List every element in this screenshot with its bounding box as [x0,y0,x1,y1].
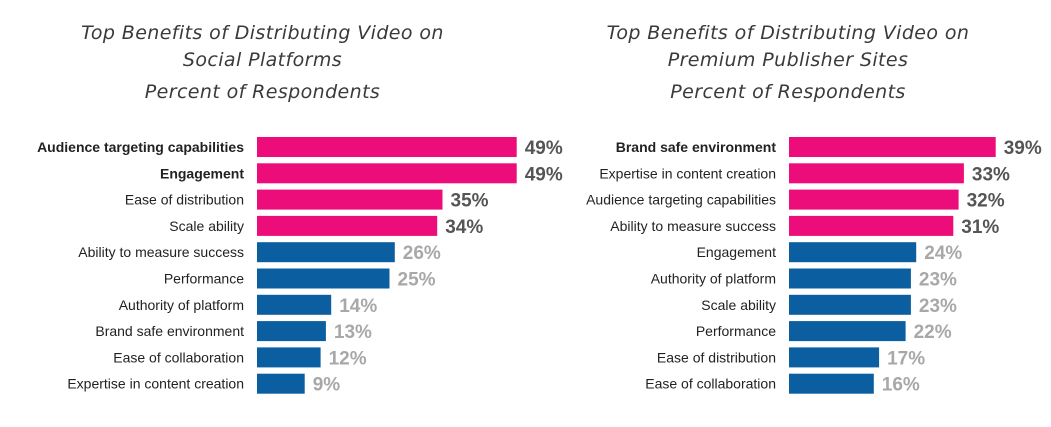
value-label: 39% [1004,138,1042,159]
value-label: 22% [914,322,952,343]
category-label: Performance [696,323,776,339]
category-label: Ease of collaboration [645,376,776,392]
value-label: 49% [525,164,563,185]
value-label: 9% [313,375,341,396]
value-label: 23% [919,296,957,317]
chart-title-line-1: Top Benefits of Distributing Video on [81,22,444,44]
bar [257,215,438,236]
category-label: Brand safe environment [616,139,777,155]
category-label: Scale ability [169,218,244,234]
value-label: 16% [882,375,920,396]
category-label: Engagement [160,165,244,181]
bar [789,268,911,289]
value-label: 17% [887,348,925,369]
value-label: 26% [403,243,441,264]
bar [257,189,443,210]
category-label: Engagement [697,244,777,260]
bar [257,163,517,184]
bar [789,294,911,315]
bar [789,347,880,368]
bar [789,137,996,157]
value-label: 33% [972,164,1010,185]
value-label: 32% [967,191,1005,212]
bar [257,373,305,394]
bar-chart-premium: Brand safe environment 39% Expertise in co… [586,137,1042,396]
chart-title-block: Top Benefits of Distributing Video on So… [0,20,525,106]
value-label: 24% [924,243,962,264]
value-label: 31% [961,217,999,238]
value-label: 12% [329,348,367,369]
bar-chart-social: Audience targeting capabilities 49% Engage… [37,137,563,396]
category-label: Authority of platform [651,271,776,287]
category-label: Audience targeting capabilities [586,192,776,208]
bar [789,321,906,342]
bar [789,215,954,236]
bar [789,373,874,394]
category-label: Brand safe environment [95,323,244,339]
category-label: Performance [164,271,244,287]
value-label: 34% [445,217,483,238]
category-label: Scale ability [701,297,776,313]
bar [257,242,395,263]
bar [257,321,326,342]
chart-title-line-2: Social Platforms [182,49,343,71]
chart-title-line-2: Premium Publisher Sites [667,49,909,71]
chart-title-block: Top Benefits of Distributing Video on Pr… [525,20,1051,106]
value-label: 13% [334,322,372,343]
chart-title-line-1: Top Benefits of Distributing Video on [606,22,970,44]
chart-panel-social: Top Benefits of Distributing Video on So… [0,0,563,427]
value-label: 23% [919,270,957,291]
category-label: Ability to measure success [610,218,776,234]
bar [789,163,964,184]
category-label: Audience targeting capabilities [37,139,244,155]
category-label: Ease of distribution [657,349,776,365]
value-label: 25% [398,270,436,291]
value-label: 49% [525,138,563,159]
category-label: Ability to measure success [78,244,244,260]
bar [789,242,917,263]
chart-panel-premium: Top Benefits of Distributing Video on Pr… [525,0,1051,427]
value-label: 14% [339,296,377,317]
category-label: Expertise in content creation [67,376,244,392]
bar [257,268,390,289]
chart-subtitle: Percent of Respondents [670,81,906,103]
category-label: Ease of distribution [125,192,244,208]
category-label: Expertise in content creation [599,165,776,181]
bar [257,294,332,315]
bar [257,347,321,368]
chart-subtitle: Percent of Respondents [144,81,381,103]
bar [257,137,517,157]
category-label: Authority of platform [119,297,244,313]
category-label: Ease of collaboration [113,349,244,365]
bar [789,189,959,210]
value-label: 35% [451,191,489,212]
